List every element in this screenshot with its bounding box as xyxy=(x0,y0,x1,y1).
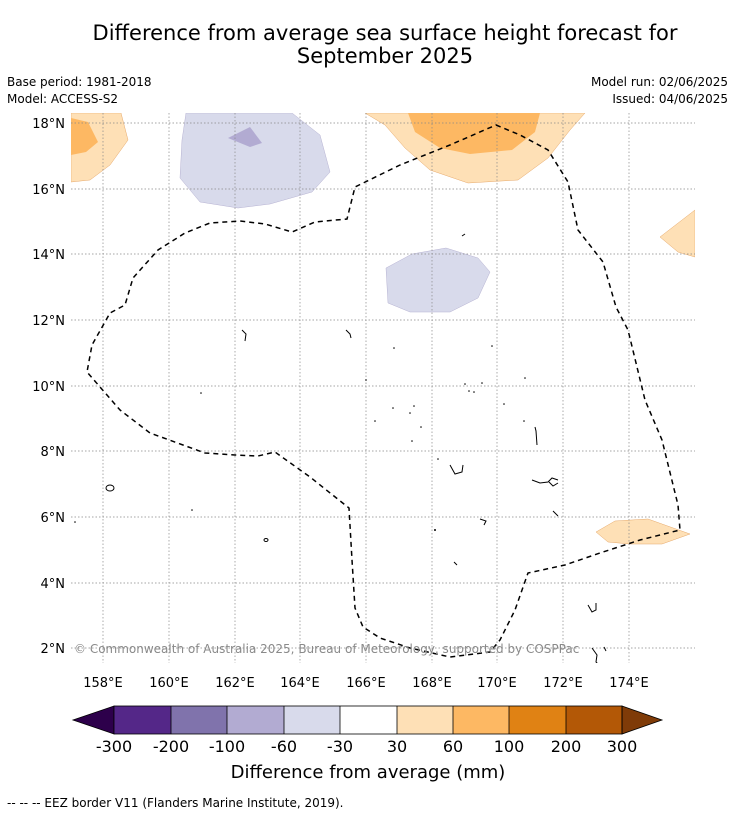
lat-label: 6°N xyxy=(41,511,66,526)
colorbar-tick: -60 xyxy=(271,737,297,756)
island xyxy=(591,647,598,663)
lon-label: 174°E xyxy=(609,676,649,691)
lat-label: 12°N xyxy=(32,314,65,329)
island xyxy=(531,477,559,484)
base-period: Base period: 1981-2018 xyxy=(7,75,152,89)
colorbar-under-arrow xyxy=(71,705,115,735)
island xyxy=(241,329,247,342)
colorbar-bin xyxy=(227,706,284,734)
island xyxy=(534,426,538,446)
island xyxy=(453,561,458,566)
lon-label: 162°E xyxy=(215,676,255,691)
anomaly-positive-nw-core xyxy=(71,118,98,155)
map-title: Difference from average sea surface heig… xyxy=(60,22,710,68)
island xyxy=(345,329,352,339)
issued-date: Issued: 04/06/2025 xyxy=(612,92,728,106)
colorbar-tick: -30 xyxy=(327,737,353,756)
colorbar-tick: 100 xyxy=(494,737,525,756)
colorbar-tick: -100 xyxy=(209,737,245,756)
colorbar-bin xyxy=(171,706,227,734)
island xyxy=(105,484,115,492)
island xyxy=(603,646,607,652)
colorbar-bin xyxy=(566,706,622,734)
lat-label: 16°N xyxy=(32,183,65,198)
lat-label: 10°N xyxy=(32,380,65,395)
island xyxy=(479,518,487,526)
colorbar-bin xyxy=(284,706,340,734)
lat-label: 8°N xyxy=(41,445,66,460)
lat-label: 4°N xyxy=(41,577,66,592)
lat-label: 18°N xyxy=(32,117,65,132)
island xyxy=(552,510,559,517)
anomaly-negative-central xyxy=(385,247,491,313)
colorbar-bin xyxy=(453,706,509,734)
lon-label: 168°E xyxy=(412,676,452,691)
graticule xyxy=(71,113,695,663)
title-line-2: September 2025 xyxy=(296,44,474,68)
anomaly-negative-north-core xyxy=(228,127,262,147)
islands xyxy=(105,233,607,663)
colorbar-tick: 30 xyxy=(387,737,407,756)
colorbar-tick: 60 xyxy=(443,737,463,756)
anomaly-negative-north xyxy=(179,113,331,209)
colorbar: -300 -200 -100 -60 -30 30 60 100 200 300… xyxy=(71,705,664,783)
island xyxy=(461,233,466,237)
lon-label: 166°E xyxy=(346,676,386,691)
eez-border xyxy=(86,124,681,658)
colorbar-tick: -200 xyxy=(153,737,189,756)
model-run: Model run: 02/06/2025 xyxy=(590,75,728,89)
copyright-watermark: © Commonwealth of Australia 2025, Bureau… xyxy=(74,642,579,656)
colorbar-bin xyxy=(114,706,171,734)
island xyxy=(587,603,597,613)
colorbar-bin xyxy=(509,706,566,734)
meta-left: Base period: 1981-2018 Model: ACCESS-S2 xyxy=(7,74,152,108)
anomaly-fields xyxy=(71,113,695,545)
lon-label: 158°E xyxy=(83,676,123,691)
anomaly-positive-ne-core xyxy=(408,113,540,154)
colorbar-title: Difference from average (mm) xyxy=(231,762,506,783)
model-name: Model: ACCESS-S2 xyxy=(7,92,119,106)
island xyxy=(449,464,464,475)
lat-label: 14°N xyxy=(32,248,65,263)
colorbar-tick: -300 xyxy=(96,737,132,756)
title-line-1: Difference from average sea surface heig… xyxy=(92,21,678,45)
map-panel: © Commonwealth of Australia 2025, Bureau… xyxy=(71,113,695,663)
colorbar-over-arrow xyxy=(621,705,664,735)
lat-label: 2°N xyxy=(41,642,66,657)
lon-label: 164°E xyxy=(280,676,320,691)
colorbar-bin xyxy=(397,706,453,734)
anomaly-positive-se xyxy=(595,518,691,545)
longitude-labels: 158°E 160°E 162°E 164°E 166°E 168°E 170°… xyxy=(83,676,649,691)
lon-label: 160°E xyxy=(149,676,189,691)
island xyxy=(263,538,269,542)
meta-right: Model run: 02/06/2025 Issued: 04/06/2025 xyxy=(591,74,728,108)
colorbar-tick: 200 xyxy=(551,737,582,756)
eez-legend-footnote: -- -- -- EEZ border V11 (Flanders Marine… xyxy=(7,796,344,810)
lon-label: 170°E xyxy=(477,676,517,691)
latitude-labels: 18°N 16°N 14°N 12°N 10°N 8°N 6°N 4°N 2°N xyxy=(32,117,65,657)
island xyxy=(548,481,559,487)
lon-label: 172°E xyxy=(543,676,583,691)
small-islets xyxy=(74,345,526,531)
colorbar-bin xyxy=(340,706,397,734)
colorbar-tick: 300 xyxy=(607,737,638,756)
anomaly-positive-east xyxy=(659,209,695,258)
